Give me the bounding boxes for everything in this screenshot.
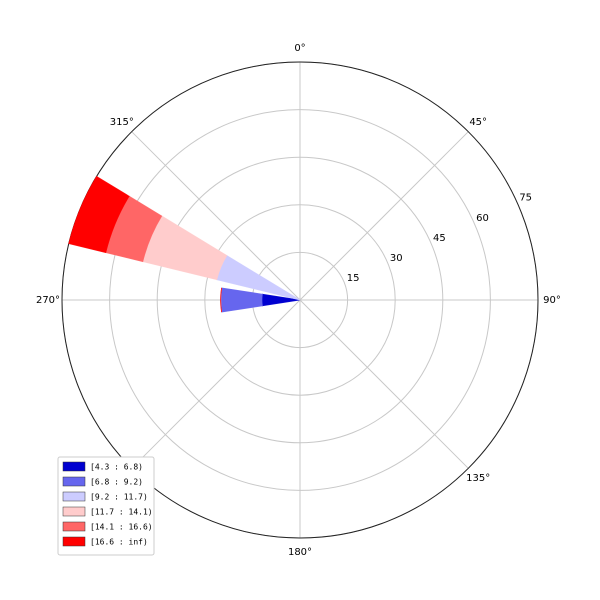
angle-label: 0° [294, 43, 305, 54]
legend-swatch [62, 506, 86, 517]
legend-swatch [62, 521, 86, 532]
bar-segment [261, 293, 301, 307]
legend-label: [6.8 : 9.2) [90, 478, 143, 487]
angle-label: 180° [288, 547, 312, 558]
legend-swatch [62, 536, 86, 547]
radial-label: 30 [390, 253, 403, 264]
angle-label: 315° [110, 117, 134, 128]
angle-label: 90° [543, 295, 561, 306]
grid-spoke [299, 299, 469, 469]
angle-label: 135° [466, 473, 490, 484]
grid-spoke [131, 299, 301, 469]
legend-swatch [62, 461, 86, 472]
legend-label: [14.1 : 16.6) [90, 523, 153, 532]
legend-label: [16.6 : inf) [90, 538, 148, 547]
angle-label: 45° [469, 117, 487, 128]
radial-label: 45 [433, 233, 446, 244]
radial-label: 60 [476, 213, 489, 224]
legend-swatch [62, 476, 86, 487]
legend-label: [9.2 : 11.7) [90, 493, 148, 502]
bar-segment [220, 287, 263, 313]
grid-spoke [131, 131, 301, 301]
outer-frame [61, 61, 539, 539]
legend-label: [11.7 : 14.1) [90, 508, 153, 517]
legend-label: [4.3 : 6.8) [90, 463, 143, 472]
radial-label: 75 [519, 193, 532, 204]
legend-swatch [62, 491, 86, 502]
grid-spoke [299, 131, 469, 301]
radial-label: 15 [347, 273, 360, 284]
angle-label: 270° [36, 295, 60, 306]
legend: [4.3 : 6.8) [6.8 : 9.2) [9.2 : 11.7) [11.7 … [57, 456, 155, 556]
bar-segment [68, 175, 130, 254]
